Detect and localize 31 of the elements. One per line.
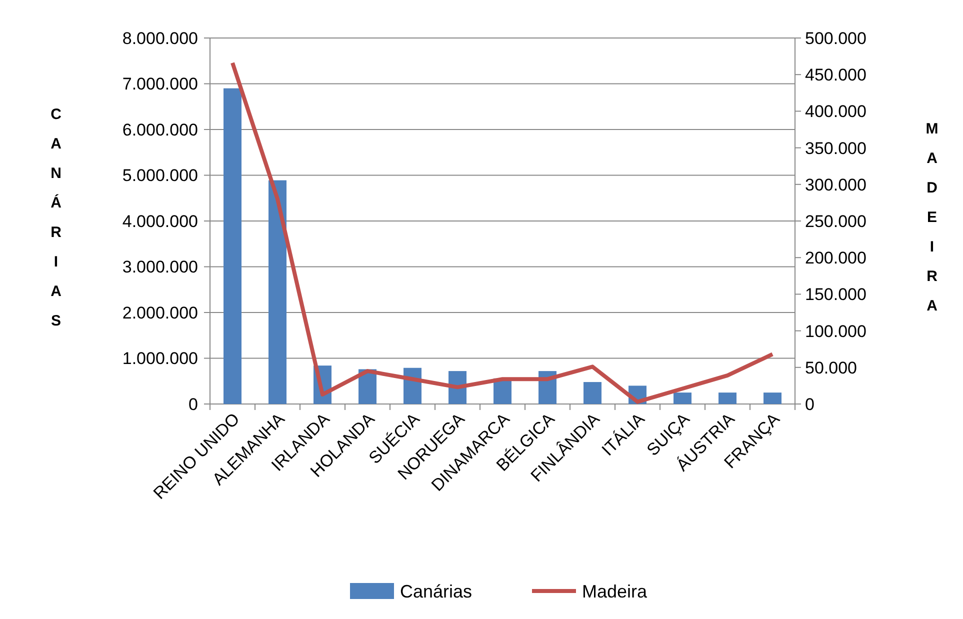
y2-tick-label: 400.000 bbox=[805, 102, 866, 122]
y-axis-title: CANÁRIAS bbox=[50, 106, 62, 330]
y2-tick-label: 500.000 bbox=[805, 28, 866, 48]
y-tick-label: 4.000.000 bbox=[122, 212, 198, 231]
y-tick-label: 0 bbox=[188, 394, 198, 414]
y2-tick-label: 250.000 bbox=[805, 212, 866, 231]
y2-tick-label: 350.000 bbox=[805, 138, 866, 158]
bar bbox=[674, 392, 692, 404]
y2-axis-title: MADEIRA bbox=[926, 120, 938, 314]
y2-tick-label: 50.000 bbox=[805, 358, 857, 378]
line-series bbox=[230, 60, 774, 404]
y2-tick-label: 100.000 bbox=[805, 322, 866, 341]
bar bbox=[764, 392, 782, 404]
y2-tick-label: 450.000 bbox=[805, 66, 866, 85]
y2-tick-label: 0 bbox=[805, 394, 814, 414]
y2-tick-label: 150.000 bbox=[805, 285, 866, 304]
y-tick-label: 2.000.000 bbox=[122, 303, 198, 322]
legend-label: Canárias bbox=[400, 581, 472, 602]
y2-tick-label: 300.000 bbox=[805, 175, 866, 194]
bar bbox=[718, 392, 736, 404]
bar bbox=[268, 180, 286, 404]
bar bbox=[224, 88, 242, 404]
y-tick-label: 7.000.000 bbox=[122, 74, 198, 94]
bar bbox=[584, 382, 602, 404]
y-tick-label: 6.000.000 bbox=[122, 120, 198, 140]
y-tick-label: 5.000.000 bbox=[122, 166, 198, 186]
legend-label: Madeira bbox=[582, 581, 648, 602]
y-tick-label: 1.000.000 bbox=[122, 349, 198, 368]
y-tick-label: 8.000.000 bbox=[122, 28, 198, 48]
y-tick-label: 3.000.000 bbox=[122, 258, 198, 277]
y2-tick-label: 200.000 bbox=[805, 248, 866, 268]
